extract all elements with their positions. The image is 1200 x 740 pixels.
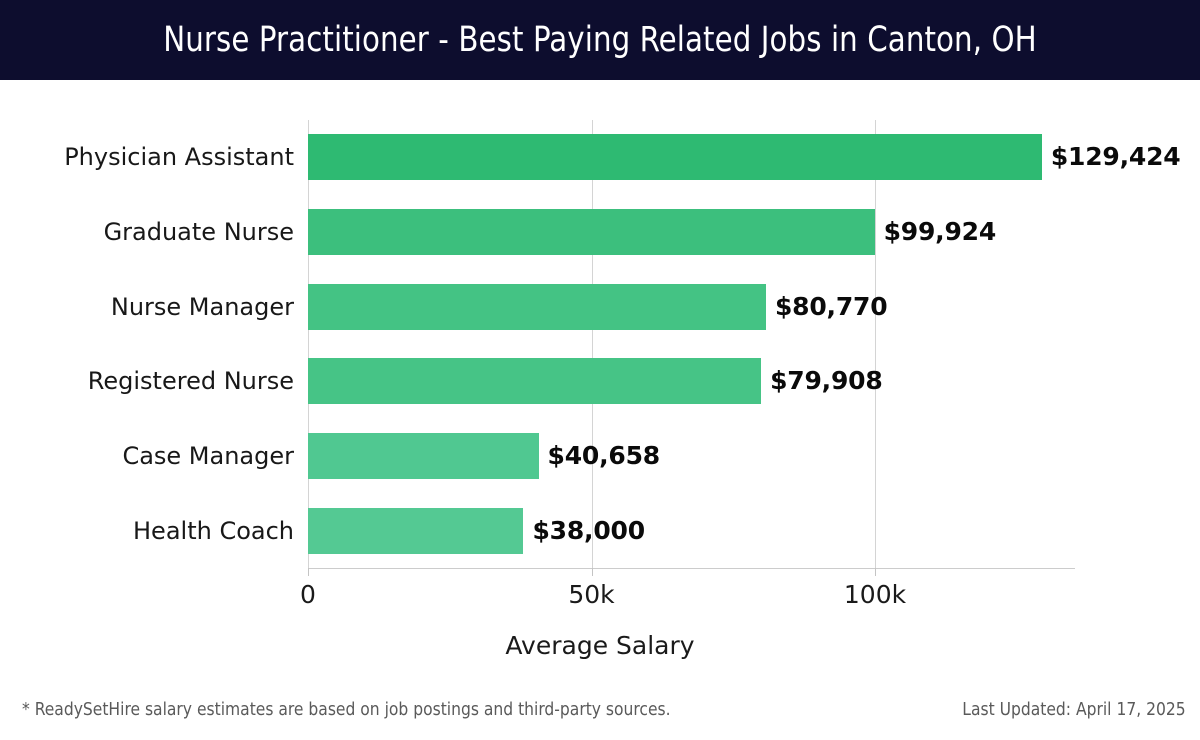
x-axis-title: Average Salary <box>505 631 695 660</box>
page-title: Nurse Practitioner - Best Paying Related… <box>163 20 1037 60</box>
bar[interactable] <box>308 358 762 405</box>
bar[interactable] <box>308 433 539 479</box>
bar[interactable] <box>308 209 875 255</box>
plot-area: $129,424 $99,924 $80,770 $79,908 $40,658 $38,… <box>308 120 1181 568</box>
bar-value-label: $129,424 <box>1050 142 1181 172</box>
bar-value-label: $80,770 <box>774 291 888 321</box>
x-tick-label: 100k <box>843 580 907 609</box>
bar-value-label: $79,908 <box>770 366 883 396</box>
bar-value-label: $99,924 <box>883 217 997 246</box>
category-label: Nurse Manager <box>110 292 294 321</box>
footer-last-updated: Last Updated: April 17, 2025 <box>962 699 1186 720</box>
x-axis-line <box>308 568 1075 569</box>
x-tick-label: 50k <box>568 580 615 609</box>
bar[interactable] <box>308 283 766 330</box>
header-band <box>0 0 1200 80</box>
bar-row[interactable]: $80,770 <box>308 283 1075 330</box>
footer-disclaimer: * ReadySetHire salary estimates are base… <box>22 699 671 720</box>
category-label: Graduate Nurse <box>103 218 294 246</box>
bar-row[interactable]: $38,000 <box>308 507 1075 554</box>
bar-row[interactable]: $79,908 <box>308 358 1075 405</box>
category-label: Physician Assistant <box>64 143 294 172</box>
bar-row[interactable]: $40,658 <box>308 433 1075 479</box>
x-tick-mark <box>308 568 309 576</box>
bar-row[interactable]: $99,924 <box>308 209 1075 255</box>
bar-row[interactable]: $129,424 <box>308 134 1181 181</box>
category-label: Health Coach <box>133 516 294 545</box>
category-label: Case Manager <box>122 442 294 470</box>
x-gridline <box>308 120 309 568</box>
x-gridline <box>591 120 593 568</box>
bar[interactable] <box>308 507 524 554</box>
x-tick-mark <box>875 568 876 576</box>
bar-value-label: $38,000 <box>532 515 645 545</box>
bar[interactable] <box>308 134 1042 181</box>
bar-value-label: $40,658 <box>547 441 661 470</box>
x-tick-mark <box>591 568 593 576</box>
category-label: Registered Nurse <box>87 367 294 396</box>
x-gridline <box>875 120 876 568</box>
x-tick-label: 0 <box>300 580 316 609</box>
